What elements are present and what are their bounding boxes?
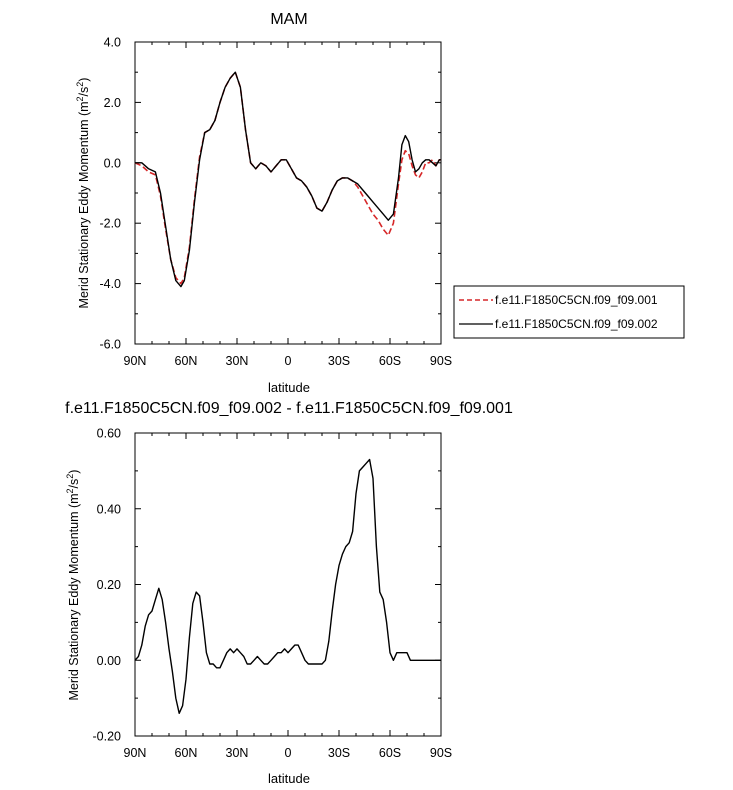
bottom-x-tick-label: 0 — [285, 746, 292, 760]
top-x-tick-label: 0 — [285, 354, 292, 368]
top-y-tick-label: 0.0 — [104, 156, 121, 170]
top-x-tick-label: 30S — [328, 354, 350, 368]
top-x-tick-label: 30N — [226, 354, 249, 368]
bottom-y-tick-label: 0.20 — [97, 578, 121, 592]
top-x-tick-label: 60N — [175, 354, 198, 368]
bottom-y-tick-label: 0.40 — [97, 502, 121, 516]
bottom-chart-ylabel: Merid Stationary Eddy Momentum (m2/s2) — [65, 470, 81, 701]
bottom-x-tick-label: 30S — [328, 746, 350, 760]
bottom-chart-title: f.e11.F1850C5CN.f09_f09.002 - f.e11.F185… — [65, 400, 513, 417]
top-x-tick-label: 90S — [430, 354, 452, 368]
top-y-tick-label: -6.0 — [99, 338, 121, 352]
bottom-y-tick-label: -0.20 — [93, 730, 122, 744]
bottom-chart-panel: f.e11.F1850C5CN.f09_f09.002 - f.e11.F185… — [65, 400, 513, 786]
legend-label-series-1: f.e11.F1850C5CN.f09_f09.001 — [495, 293, 658, 307]
legend: f.e11.F1850C5CN.f09_f09.001 f.e11.F1850C… — [453, 285, 685, 339]
bottom-chart-series — [134, 458, 441, 714]
bottom-chart-ticks: 90N 60N 30N 0 30S 60S 90S 0.60 0.40 0.20 0.00 -0.20 — [93, 427, 453, 761]
bottom-x-tick-label: 60S — [379, 746, 401, 760]
bottom-chart-xlabel: latitude — [268, 771, 310, 786]
top-chart-title: MAM — [270, 11, 307, 28]
top-x-tick-label: 60S — [379, 354, 401, 368]
bottom-x-tick-label: 90N — [124, 746, 147, 760]
top-chart-ylabel: Merid Stationary Eddy Momentum (m2/s2) — [75, 78, 91, 309]
top-y-tick-label: -4.0 — [99, 277, 121, 291]
top-chart-panel: MAM 90N 60N 30N 0 30S 60S 90S 4.0 2.0 0.0 -2.0 -4.0… — [75, 11, 685, 395]
top-y-tick-label: -2.0 — [99, 217, 121, 231]
top-series-line-2 — [135, 71, 441, 288]
top-chart-series — [134, 71, 441, 288]
bottom-x-tick-label: 30N — [226, 746, 249, 760]
legend-box — [453, 285, 685, 339]
bottom-series-line-1 — [134, 458, 441, 714]
bottom-y-tick-label: 0.60 — [97, 427, 121, 441]
top-chart-xlabel: latitude — [268, 380, 310, 395]
bottom-x-tick-label: 90S — [430, 746, 452, 760]
legend-label-series-2: f.e11.F1850C5CN.f09_f09.002 — [495, 317, 658, 331]
top-chart-frame — [134, 41, 442, 345]
bottom-x-tick-label: 60N — [175, 746, 198, 760]
top-y-tick-label: 2.0 — [104, 96, 121, 110]
bottom-chart-frame — [134, 432, 442, 737]
top-chart-ticks: 90N 60N 30N 0 30S 60S 90S 4.0 2.0 0.0 -2.0 -4.0 -6.0 — [99, 36, 452, 369]
top-series-line-1 — [134, 71, 441, 285]
top-y-tick-label: 4.0 — [104, 36, 121, 50]
bottom-y-tick-label: 0.00 — [97, 654, 121, 668]
top-x-tick-label: 90N — [124, 354, 147, 368]
